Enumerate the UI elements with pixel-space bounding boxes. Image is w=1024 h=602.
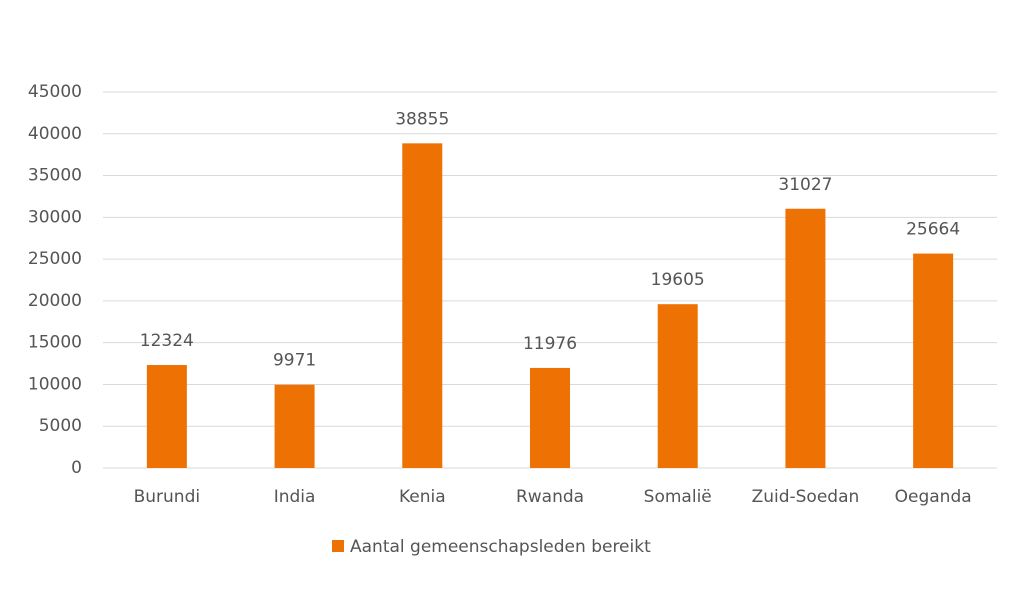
bar bbox=[146, 365, 187, 468]
legend-label: Aantal gemeenschapsleden bereikt bbox=[350, 537, 651, 557]
bar bbox=[913, 253, 954, 468]
y-tick-label: 30000 bbox=[28, 207, 82, 227]
y-tick-label: 45000 bbox=[28, 82, 82, 102]
x-tick-label: Kenia bbox=[399, 487, 446, 507]
y-tick-label: 35000 bbox=[28, 166, 82, 186]
y-tick-label: 0 bbox=[71, 458, 82, 478]
data-label: 25664 bbox=[906, 220, 960, 240]
data-label: 19605 bbox=[651, 270, 705, 290]
x-tick-label: Zuid-Soedan bbox=[752, 487, 860, 507]
y-tick-label: 5000 bbox=[39, 416, 82, 436]
x-tick-label: Burundi bbox=[134, 487, 201, 507]
legend-swatch bbox=[332, 540, 344, 552]
x-tick-label: Oeganda bbox=[895, 487, 972, 507]
y-tick-label: 40000 bbox=[28, 124, 82, 144]
x-tick-label: India bbox=[274, 487, 316, 507]
bar bbox=[657, 304, 698, 468]
bar bbox=[530, 367, 570, 468]
y-tick-label: 25000 bbox=[28, 249, 82, 269]
bar bbox=[785, 208, 826, 468]
bar bbox=[274, 384, 315, 468]
data-label: 9971 bbox=[273, 351, 316, 371]
x-tick-label: Rwanda bbox=[516, 487, 584, 507]
y-tick-label: 10000 bbox=[28, 374, 82, 394]
data-label: 38855 bbox=[395, 109, 449, 129]
data-label: 31027 bbox=[778, 175, 832, 195]
data-label: 12324 bbox=[140, 331, 194, 351]
bar bbox=[402, 143, 443, 468]
x-tick-label: Somalië bbox=[644, 487, 712, 507]
y-tick-label: 15000 bbox=[28, 333, 82, 353]
y-tick-label: 20000 bbox=[28, 291, 82, 311]
data-label: 11976 bbox=[523, 334, 577, 354]
